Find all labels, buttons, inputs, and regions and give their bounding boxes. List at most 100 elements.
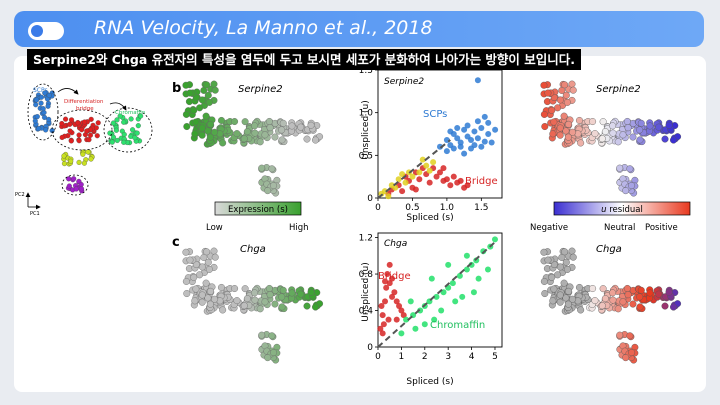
data-point <box>389 293 396 300</box>
overview-cell <box>68 158 74 164</box>
cell-point <box>278 293 286 301</box>
overview-cell <box>134 130 140 136</box>
slide-title: RNA Velocity, La Manno et al., 2018 <box>94 17 433 39</box>
overview-cell <box>38 94 44 100</box>
overview-cell <box>81 160 87 166</box>
cell-point <box>233 297 241 305</box>
data-point <box>474 135 481 142</box>
overview-cell <box>82 119 88 125</box>
cell-point <box>266 124 274 132</box>
cell-point <box>599 118 607 126</box>
cell-point <box>241 118 249 126</box>
x-tick-label: 0 <box>375 203 381 213</box>
data-point <box>385 316 392 323</box>
cell-point <box>211 86 219 94</box>
cell-point <box>540 110 548 118</box>
overview-cell <box>75 120 81 126</box>
caption-text: Serpine2와 Chga 유전자의 특성을 염두에 두고 보시면 세포가 분… <box>27 49 582 70</box>
cell-point <box>268 165 276 173</box>
overview-cell <box>84 128 90 134</box>
cell-point <box>577 139 585 147</box>
cell-point <box>240 135 248 143</box>
data-point <box>457 143 464 150</box>
cell-point <box>561 81 569 89</box>
expression-bar-label: Expression (s) <box>228 205 288 215</box>
scatter-b-xlabel: Spliced (s) <box>406 213 453 223</box>
cell-point <box>198 124 206 132</box>
cell-point <box>264 187 272 195</box>
cell-point <box>200 86 208 94</box>
data-point <box>452 298 459 305</box>
cell-point <box>210 80 218 88</box>
data-point <box>445 261 452 268</box>
data-point <box>475 275 482 282</box>
overview-cell <box>88 156 94 162</box>
cell-point <box>243 128 251 136</box>
cell-point <box>307 288 315 296</box>
cell-point <box>211 295 219 303</box>
overview-cell <box>66 183 72 189</box>
overview-cell <box>59 134 65 141</box>
data-point <box>431 316 438 323</box>
cell-point <box>297 123 305 131</box>
umap-b-gene: Serpine2 <box>238 84 283 95</box>
data-point <box>459 293 466 300</box>
scatter-chga: 0 1 2 3 4 500.40.81.2 Chga Bridge Chromaffin … <box>359 232 503 387</box>
cell-point <box>297 290 305 298</box>
residual-neutral: Neutral <box>604 223 635 233</box>
cell-point <box>198 96 206 104</box>
scatter-b-bridge: Bridge <box>465 176 498 187</box>
data-point <box>449 280 456 287</box>
umap-c-gene: Chga <box>240 244 266 255</box>
cell-point <box>241 285 249 293</box>
overview-cell <box>76 159 82 165</box>
cell-point <box>196 104 204 112</box>
cell-point <box>549 297 557 305</box>
cell-point <box>598 302 606 310</box>
overview-cell <box>88 116 94 122</box>
cell-point <box>661 135 669 143</box>
data-point <box>416 169 423 176</box>
scatter-b-ylabel: Unspliced (u) <box>361 100 371 159</box>
cell-point <box>198 263 206 271</box>
cell-point <box>278 303 286 311</box>
cell-point <box>637 119 645 127</box>
cell-point <box>601 128 609 136</box>
cell-point <box>544 256 552 264</box>
y-tick-label: 1.5 <box>359 66 373 76</box>
data-point <box>433 173 440 180</box>
overview-cell <box>76 138 82 144</box>
cell-point <box>548 273 556 281</box>
y-tick-label: 0.4 <box>359 307 374 317</box>
x-tick-label: 0.5 <box>405 203 419 213</box>
data-point <box>382 278 389 285</box>
cell-point <box>628 349 636 357</box>
cell-point <box>628 182 636 190</box>
toggle-switch[interactable] <box>28 22 64 40</box>
cell-point <box>609 129 617 137</box>
cell-point <box>550 285 558 293</box>
x-tick-label: 2 <box>422 352 428 362</box>
overview-cell <box>132 135 138 141</box>
data-point <box>471 128 478 135</box>
scatter-c-xlabel: Spliced (s) <box>406 377 453 387</box>
cell-point <box>198 131 206 139</box>
residual-b-gene: Serpine2 <box>596 84 641 95</box>
cell-point <box>624 124 632 132</box>
overview-bridge-label: bridge <box>76 106 94 112</box>
data-point <box>426 167 433 174</box>
cell-point <box>614 305 622 313</box>
data-point <box>402 179 409 186</box>
umap-serpine2-expression: Serpine2 <box>182 80 324 197</box>
data-point <box>403 316 410 323</box>
cell-point <box>200 253 208 261</box>
scatter-c-ylabel: Unspliced (u) <box>361 262 371 321</box>
cell-point <box>575 116 583 124</box>
cell-point <box>629 300 637 308</box>
overview-cell <box>95 120 101 126</box>
data-point <box>409 173 416 180</box>
cell-point <box>549 130 557 138</box>
data-point <box>461 150 468 157</box>
cell-point <box>629 133 637 141</box>
